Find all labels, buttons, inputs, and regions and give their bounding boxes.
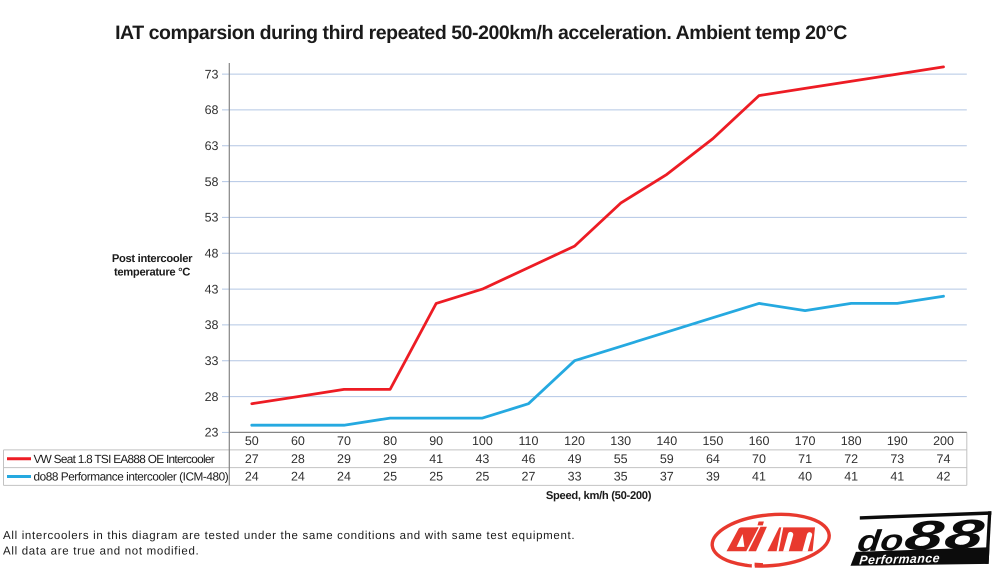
svg-text:do: do [856,524,905,558]
svg-text:49: 49 [568,452,582,466]
svg-text:41: 41 [890,470,904,484]
svg-text:90: 90 [429,434,443,448]
svg-text:180: 180 [841,434,862,448]
svg-text:150: 150 [702,434,723,448]
svg-text:25: 25 [475,470,489,484]
svg-text:29: 29 [337,452,351,466]
svg-text:120: 120 [564,434,585,448]
svg-text:VW Seat 1.8 TSI EA888 OE Inter: VW Seat 1.8 TSI EA888 OE Intercooler [34,452,215,466]
svg-text:42: 42 [937,470,951,484]
svg-text:39: 39 [706,470,720,484]
svg-text:27: 27 [245,452,259,466]
svg-text:59: 59 [660,452,674,466]
svg-text:43: 43 [205,282,219,296]
svg-text:200: 200 [933,434,954,448]
svg-text:25: 25 [383,470,397,484]
svg-text:24: 24 [291,470,305,484]
svg-text:110: 110 [519,434,539,448]
svg-text:28: 28 [291,452,305,466]
svg-text:80: 80 [383,434,397,448]
svg-text:72: 72 [844,452,858,466]
svg-text:130: 130 [610,434,631,448]
svg-text:23: 23 [205,426,219,440]
svg-text:40: 40 [798,470,812,484]
svg-text:Speed, km/h (50-200): Speed, km/h (50-200) [546,490,652,502]
svg-text:70: 70 [752,452,766,466]
svg-text:64: 64 [706,452,720,466]
svg-text:41: 41 [752,470,766,484]
svg-text:24: 24 [245,470,259,484]
svg-text:46: 46 [522,452,536,466]
svg-text:IAT comparsion during third re: IAT comparsion during third repeated 50-… [115,22,847,44]
svg-text:temperature °C: temperature °C [114,267,190,279]
svg-text:50: 50 [245,434,259,448]
svg-text:60: 60 [291,434,305,448]
svg-text:53: 53 [205,211,219,225]
svg-text:73: 73 [890,452,904,466]
svg-text:100: 100 [472,434,493,448]
svg-text:28: 28 [205,390,219,404]
svg-text:74: 74 [937,452,951,466]
svg-text:71: 71 [798,452,812,466]
svg-text:41: 41 [429,452,443,466]
svg-text:190: 190 [887,434,908,448]
svg-text:160: 160 [749,434,770,448]
svg-text:35: 35 [614,470,628,484]
svg-text:63: 63 [205,139,219,153]
svg-text:All intercoolers in this diagr: All intercoolers in this diagram are tes… [3,530,575,542]
svg-text:140: 140 [656,434,677,448]
svg-text:170: 170 [795,434,816,448]
svg-text:24: 24 [337,470,351,484]
svg-text:33: 33 [205,354,219,368]
svg-text:88: 88 [902,511,989,559]
svg-text:do88 Performance intercooler (: do88 Performance intercooler (ICM-480) [34,470,229,484]
svg-text:27: 27 [522,470,536,484]
svg-text:33: 33 [568,470,582,484]
svg-text:41: 41 [844,470,858,484]
svg-text:29: 29 [383,452,397,466]
svg-text:Performance: Performance [859,551,941,567]
svg-text:73: 73 [205,67,219,81]
svg-text:38: 38 [205,318,219,332]
svg-text:48: 48 [205,247,219,261]
svg-text:25: 25 [429,470,443,484]
svg-text:68: 68 [205,103,219,117]
svg-text:All data are true and not modi: All data are true and not modified. [3,546,199,558]
svg-text:37: 37 [660,470,674,484]
svg-text:43: 43 [475,452,489,466]
svg-text:Post intercooler: Post intercooler [112,253,193,265]
svg-text:55: 55 [614,452,628,466]
svg-text:70: 70 [337,434,351,448]
svg-text:58: 58 [205,175,219,189]
